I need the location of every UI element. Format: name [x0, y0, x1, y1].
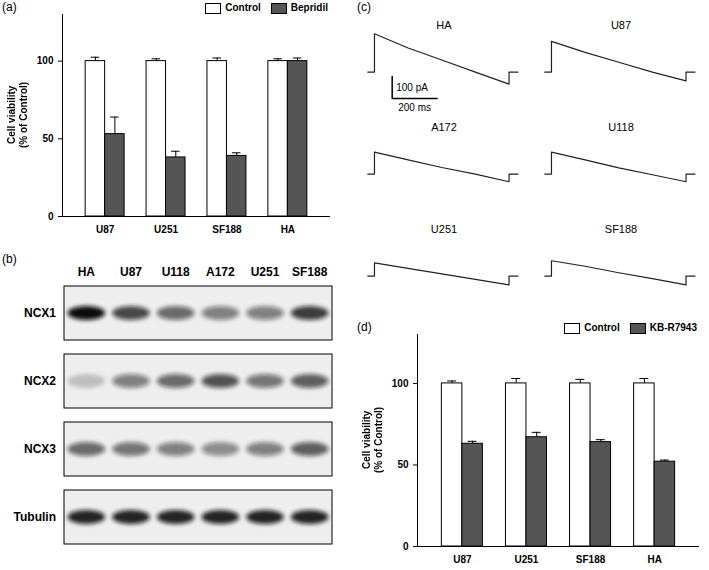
svg-text:U87: U87 [611, 19, 631, 31]
svg-text:U251: U251 [431, 223, 457, 235]
svg-text:HA: HA [647, 554, 661, 565]
svg-text:HA: HA [281, 224, 295, 235]
html-text:(a): (a) [2, 0, 17, 14]
html-text:Control: Control [225, 2, 261, 13]
html-text:(c): (c) [357, 0, 371, 14]
svg-text:Tubulin: Tubulin [14, 510, 56, 524]
svg-text:100: 100 [37, 55, 54, 66]
svg-text:U87: U87 [96, 224, 115, 235]
svg-text:SF188: SF188 [292, 265, 328, 279]
svg-text:NCX3: NCX3 [24, 442, 56, 456]
svg-text:A172: A172 [431, 121, 457, 133]
svg-text:100 pA: 100 pA [396, 82, 428, 93]
svg-text:50: 50 [42, 133, 54, 144]
svg-text:SF188: SF188 [212, 224, 242, 235]
html-text:Control: Control [584, 322, 620, 333]
html-text:(b): (b) [2, 252, 17, 266]
html-text:Cell viability (% of Control): Cell viability (% of Control) [6, 82, 29, 148]
svg-text:U251: U251 [251, 265, 280, 279]
html-text:KB-R7943: KB-R7943 [649, 322, 697, 333]
svg-text:NCX2: NCX2 [24, 374, 56, 388]
svg-text:A172: A172 [206, 265, 235, 279]
svg-text:50: 50 [397, 459, 409, 470]
svg-text:HA: HA [78, 265, 96, 279]
svg-text:200 ms: 200 ms [398, 102, 431, 113]
svg-text:SF188: SF188 [576, 554, 606, 565]
svg-text:U251: U251 [154, 224, 178, 235]
svg-text:SF188: SF188 [605, 223, 637, 235]
svg-text:U118: U118 [162, 265, 190, 279]
svg-text:NCX1: NCX1 [24, 306, 56, 320]
svg-text:HA: HA [436, 19, 452, 31]
svg-text:U87: U87 [453, 554, 472, 565]
svg-text:0: 0 [48, 211, 54, 222]
svg-text:100: 100 [392, 378, 409, 389]
html-text:Bepridil: Bepridil [290, 2, 328, 13]
svg-text:U87: U87 [120, 265, 142, 279]
html-text:(d): (d) [357, 320, 372, 334]
svg-text:U251: U251 [515, 554, 539, 565]
svg-text:0: 0 [403, 541, 409, 552]
svg-text:U118: U118 [608, 121, 633, 133]
html-text:Cell viability (% of Control): Cell viability (% of Control) [361, 407, 384, 473]
